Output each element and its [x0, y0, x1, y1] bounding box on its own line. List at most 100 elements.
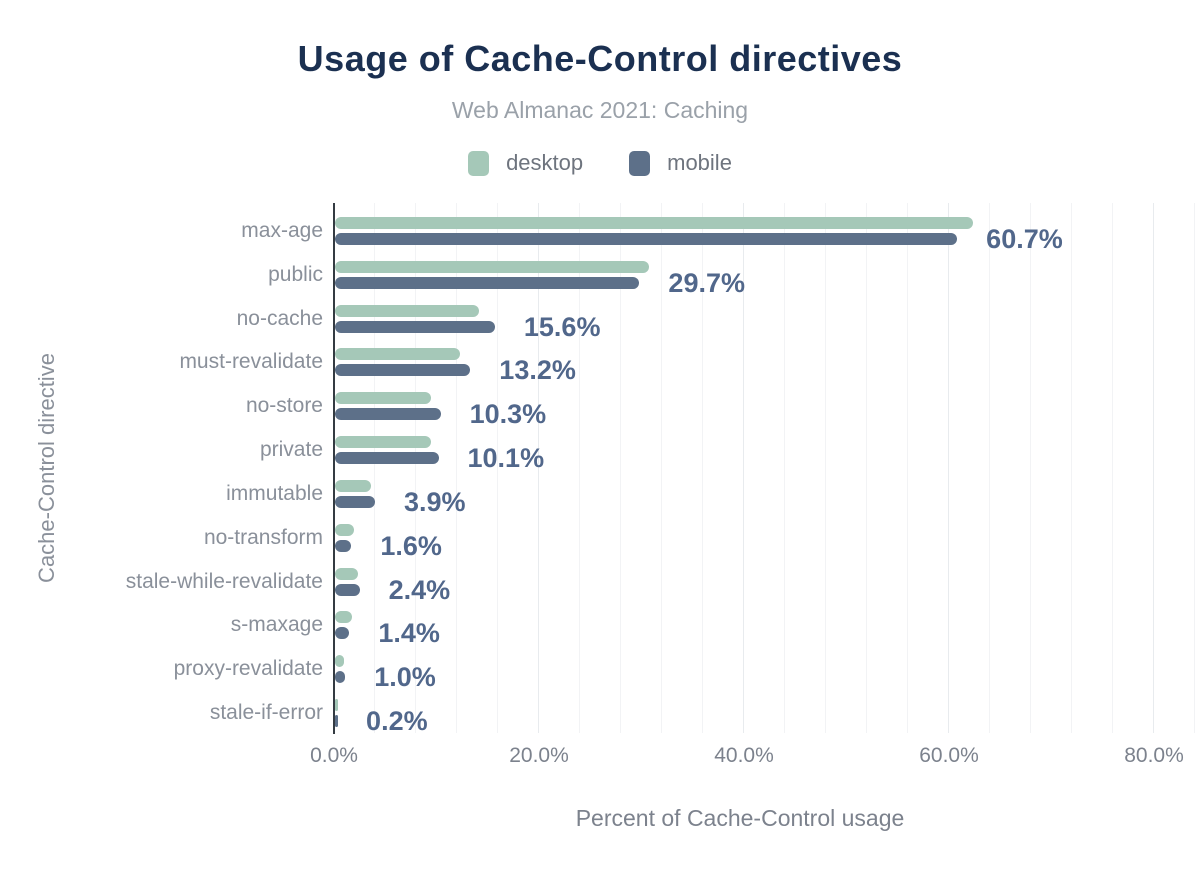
legend-label-mobile: mobile — [667, 150, 732, 175]
gridline — [743, 203, 744, 733]
value-label: 60.7% — [986, 223, 1063, 254]
category-label: must-revalidate — [179, 350, 323, 374]
gridline — [1194, 203, 1195, 733]
gridline — [538, 203, 539, 733]
gridline — [702, 203, 703, 733]
value-label: 15.6% — [523, 311, 601, 342]
x-tick-label: 40.0% — [714, 744, 774, 767]
bar-row: proxy-revalidate 1.0% — [0, 647, 1200, 691]
gridline — [866, 203, 867, 733]
bar-row: no-cache 15.6% — [0, 297, 1200, 341]
legend-item-desktop: desktop — [468, 150, 583, 176]
category-label: no-cache — [236, 306, 323, 330]
gridline — [907, 203, 908, 733]
desktop-bar — [335, 611, 353, 624]
desktop-bar — [335, 523, 355, 536]
bar-row: no-store 10.3% — [0, 384, 1200, 428]
category-label: s-maxage — [230, 613, 323, 637]
legend-label-desktop: desktop — [506, 150, 584, 175]
gridline — [825, 203, 826, 733]
value-label: 1.0% — [374, 662, 436, 693]
value-label: 0.2% — [366, 706, 428, 737]
category-label: private — [259, 438, 323, 462]
gridline — [661, 203, 662, 733]
gridline — [1030, 203, 1031, 733]
x-axis-title: Percent of Cache-Control usage — [575, 805, 905, 831]
gridline — [989, 203, 990, 733]
mobile-bar — [335, 495, 375, 508]
legend: desktop mobile — [0, 150, 1200, 176]
mobile-bar — [335, 364, 471, 377]
mobile-bar — [335, 452, 439, 465]
desktop-bar — [335, 655, 345, 668]
bar-row: max-age 60.7% — [0, 209, 1200, 253]
x-tick-label: 20.0% — [509, 744, 569, 767]
mobile-bar — [335, 539, 352, 552]
bar-row: public 29.7% — [0, 253, 1200, 297]
mobile-bar — [335, 320, 495, 333]
gridline — [456, 203, 457, 733]
value-label: 13.2% — [499, 355, 576, 386]
category-label: immutable — [226, 481, 323, 505]
category-label: max-age — [241, 218, 323, 242]
desktop-bar — [335, 392, 432, 405]
bar-row: stale-while-revalidate 2.4% — [0, 560, 1200, 604]
desktop-swatch-icon — [468, 150, 490, 176]
value-label: 3.9% — [403, 486, 466, 517]
gridline — [784, 203, 785, 733]
x-tick-label: 60.0% — [919, 744, 979, 767]
value-label: 29.7% — [668, 267, 745, 298]
gridline — [948, 203, 949, 733]
category-label: stale-if-error — [209, 701, 323, 725]
mobile-swatch-icon — [629, 150, 651, 176]
x-tick-label: 80.0% — [1124, 744, 1184, 767]
gridline — [620, 203, 621, 733]
mobile-bar — [335, 583, 360, 596]
mobile-bar — [335, 408, 441, 421]
bar-row: s-maxage 1.4% — [0, 603, 1200, 647]
category-label: public — [268, 262, 323, 286]
gridline — [579, 203, 580, 733]
gridline — [1112, 203, 1113, 733]
category-label: no-transform — [203, 525, 323, 549]
desktop-bar — [335, 436, 432, 449]
mobile-bar — [335, 276, 640, 289]
desktop-bar — [335, 216, 973, 229]
bar-row: stale-if-error 0.2% — [0, 691, 1200, 735]
gridline — [1153, 203, 1154, 733]
value-label: 2.4% — [388, 574, 451, 605]
x-tick-label: 0.0% — [310, 744, 358, 767]
desktop-bar — [335, 567, 358, 580]
value-label: 10.1% — [467, 443, 545, 474]
bar-row: immutable 3.9% — [0, 472, 1200, 516]
desktop-bar — [335, 479, 371, 492]
gridline — [1071, 203, 1072, 733]
mobile-bar — [335, 715, 338, 728]
category-label: no-store — [245, 394, 323, 418]
value-label: 1.4% — [378, 618, 440, 649]
bar-rows: max-age 60.7% public 29.7% no-cache 15.6% must… — [0, 209, 1200, 735]
category-label: stale-while-revalidate — [125, 569, 323, 593]
desktop-bar — [335, 304, 479, 317]
gridline — [374, 203, 375, 733]
desktop-bar — [335, 260, 649, 273]
category-label: proxy-revalidate — [173, 657, 323, 681]
value-label: 10.3% — [469, 399, 547, 430]
chart-title: Usage of Cache-Control directives — [297, 38, 903, 79]
bar-row: private 10.1% — [0, 428, 1200, 472]
gridline — [497, 203, 498, 733]
chart-subtitle: Web Almanac 2021: Caching — [451, 97, 749, 123]
y-axis-line — [333, 203, 335, 734]
mobile-bar — [335, 671, 346, 684]
mobile-bar — [335, 627, 350, 640]
bar-row: no-transform 1.6% — [0, 516, 1200, 560]
gridline — [415, 203, 416, 733]
desktop-bar — [335, 699, 338, 712]
value-label: 1.6% — [380, 530, 442, 561]
mobile-bar — [335, 232, 958, 245]
desktop-bar — [335, 348, 461, 361]
legend-item-mobile: mobile — [629, 150, 732, 176]
bar-row: must-revalidate 13.2% — [0, 340, 1200, 384]
